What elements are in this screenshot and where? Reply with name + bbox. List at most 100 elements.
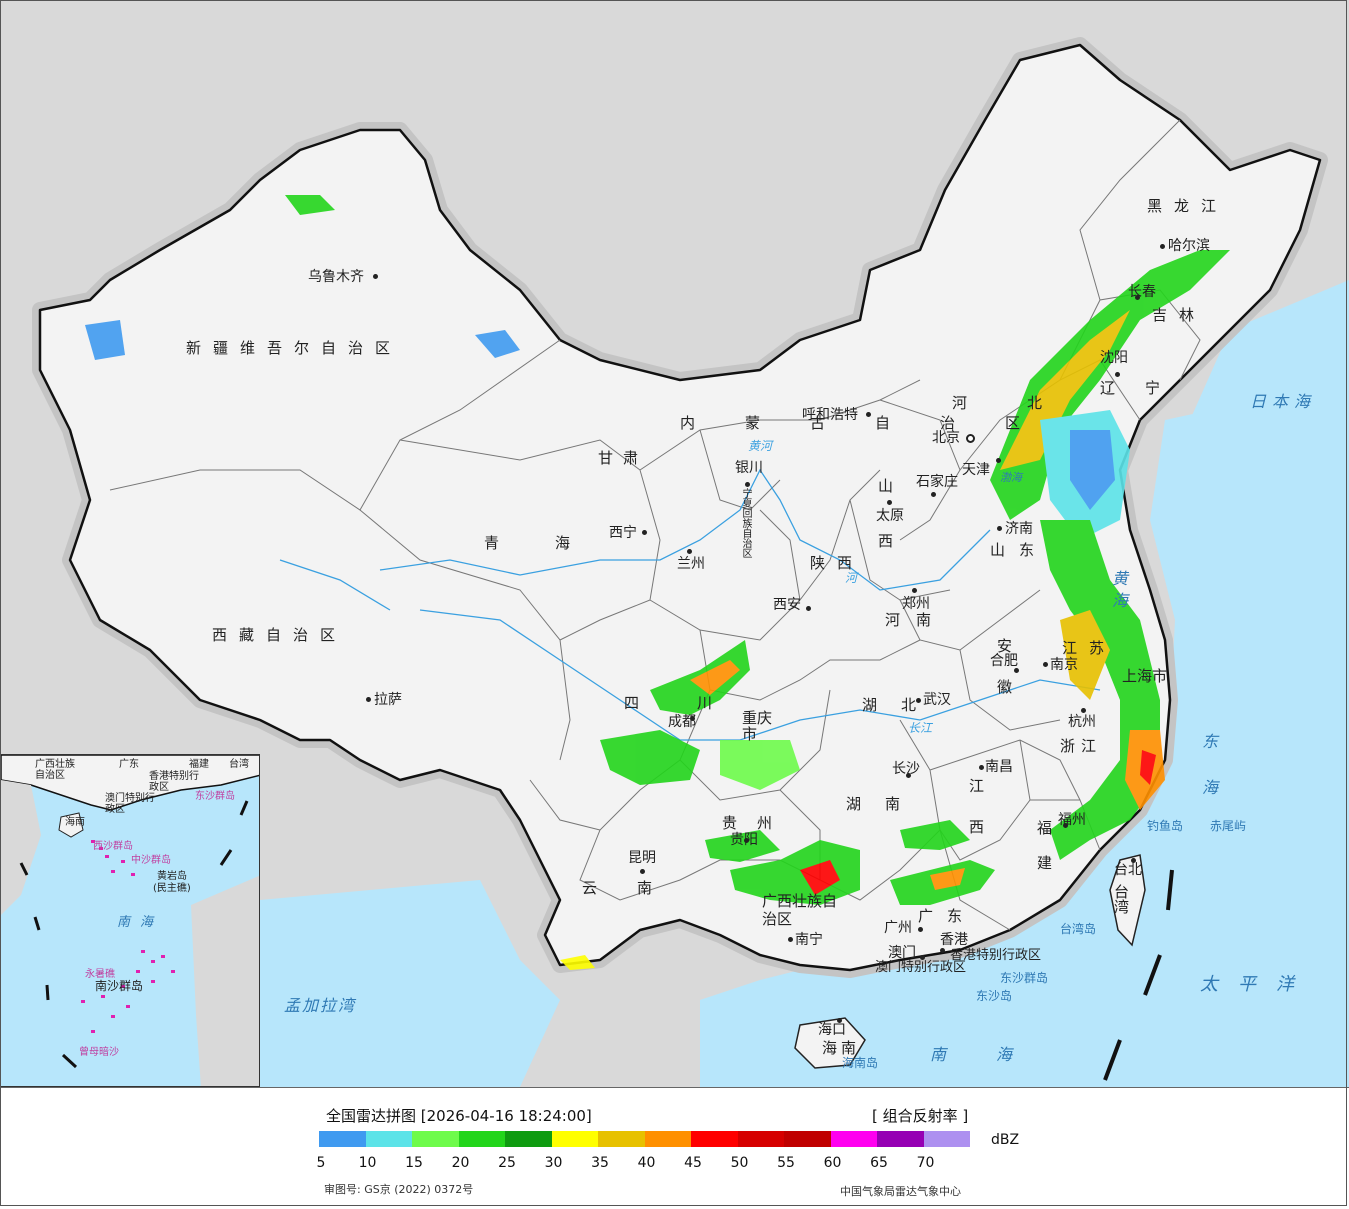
label-shaanxi: 陕西 — [810, 554, 865, 572]
city-dot-taibei — [1131, 858, 1136, 863]
city-dot-shijiazhuang — [931, 492, 936, 497]
label-macao: 澳门特别行政区 — [875, 960, 967, 975]
legend-unit: dBZ — [991, 1132, 1020, 1148]
radar-title: 全国雷达拼图 [2026-04-16 18:24:00] — [326, 1107, 592, 1125]
city-dot-nanning — [788, 937, 793, 942]
label-sichuan: 四川 — [624, 694, 771, 712]
label-shandong: 山东 — [990, 541, 1049, 559]
city-dot-shenyang — [1115, 372, 1120, 377]
rivers — [279, 468, 1101, 741]
legend-swatch-13 — [923, 1131, 970, 1147]
label-taiwan: 台湾 — [1112, 884, 1130, 914]
city-guangzhou: 广州 — [884, 920, 912, 936]
inset-label-zengmu: 曾母暗沙 — [79, 1047, 119, 1058]
label-hongkong: 香港特别行政区 — [950, 948, 1042, 963]
city-urumqi: 乌鲁木齐 — [308, 269, 364, 285]
label-hunan: 湖南 — [846, 795, 925, 813]
legend-swatch-12 — [877, 1131, 924, 1147]
japan-sea-area — [1190, 280, 1349, 470]
legend-tick-25: 25 — [498, 1155, 516, 1171]
legend-swatch-5 — [551, 1131, 598, 1147]
city-dot-lhasa — [366, 697, 371, 702]
city-dot-wuhan — [916, 698, 921, 703]
sea-south-china: 南海 — [930, 1045, 1063, 1064]
city-fuzhou: 福州 — [1058, 812, 1086, 828]
city-dot-lanzhou — [687, 549, 692, 554]
footer-panel — [0, 1087, 1349, 1209]
island-diaoyu: 钓鱼岛 — [1147, 819, 1184, 833]
data-credit: 中国气象局雷达气象中心 — [840, 1185, 961, 1198]
label-fujian: 福建 — [1035, 820, 1053, 890]
taiwan-island — [1109, 854, 1146, 947]
city-harbin: 哈尔滨 — [1168, 238, 1210, 254]
pacific-sea-area — [700, 380, 1349, 1087]
city-dot-xianggang — [940, 948, 945, 953]
city-hangzhou: 杭州 — [1068, 714, 1096, 730]
legend-tick-15: 15 — [405, 1155, 423, 1171]
south-china-sea-inset[interactable]: 广西壮族自治区 广东 福建 台湾 香港特别行政区 澳门特别行政区 东沙群岛 海南… — [0, 754, 260, 1087]
inset-label-dongsha: 东沙群岛 — [195, 791, 235, 802]
label-jilin: 吉林 — [1152, 306, 1207, 324]
city-tianjin: 天津 — [962, 462, 990, 478]
inset-label-zhongsha: 中沙群岛 — [131, 855, 171, 866]
legend-tick-35: 35 — [591, 1155, 609, 1171]
legend-tick-50: 50 — [730, 1155, 749, 1171]
city-dot-beijing — [966, 434, 975, 443]
inset-label-macao: 澳门特别行政区 — [105, 793, 155, 815]
city-changsha: 长沙 — [892, 761, 920, 777]
city-haikou: 海口 — [818, 1022, 846, 1038]
city-dot-aomen — [920, 955, 925, 960]
city-dot-kunming — [640, 869, 645, 874]
inset-label-hainan: 海南 — [65, 817, 85, 828]
city-dot-tianjin — [996, 458, 1001, 463]
city-xining: 西宁 — [609, 525, 637, 541]
label-jiangsu: 江苏 — [1062, 639, 1117, 657]
label-shanghai: 上海市 — [1122, 667, 1168, 685]
city-chengdu: 成都 — [668, 714, 696, 730]
city-lhasa: 拉萨 — [374, 692, 402, 708]
legend-swatch-3 — [458, 1131, 505, 1147]
sea-east-china: 东海 — [1199, 733, 1218, 825]
legend-tick-30: 30 — [544, 1155, 563, 1171]
city-dot-zhengzhou — [912, 588, 917, 593]
inset-canvas — [1, 755, 259, 1086]
city-dot-changchun — [1135, 295, 1140, 300]
river-huanghe: 黄河 — [748, 439, 773, 453]
city-dot-chengdu — [690, 716, 695, 721]
label-guangdong: 广东 — [918, 907, 977, 925]
sea-japan: 日本海 — [1250, 392, 1317, 411]
city-zhengzhou: 郑州 — [902, 596, 930, 612]
city-dot-harbin — [1160, 244, 1165, 249]
label-zhejiang: 浙江 — [1060, 737, 1103, 755]
city-nanning: 南宁 — [795, 932, 823, 948]
product-type: [ 组合反射率 ] — [872, 1107, 969, 1125]
china-landmass — [38, 43, 1322, 972]
inset-label-guangxi: 广西壮族自治区 — [35, 759, 75, 781]
label-hainan: 海南 — [822, 1039, 861, 1057]
label-liaoning: 辽宁 — [1100, 379, 1191, 397]
city-taiyuan: 太原 — [876, 508, 904, 524]
inset-label-nanhai: 南海 — [117, 915, 164, 930]
island-taiwan-dao: 台湾岛 — [1060, 922, 1097, 936]
map-canvas — [0, 0, 1349, 1087]
label-shanxi: 山西 — [876, 478, 894, 588]
map-area[interactable]: 新疆维吾尔自治区 西藏自治区 青海 甘肃 内蒙古自治区 黑龙江 吉林 辽宁 河北… — [0, 0, 1349, 1087]
city-changchun: 长春 — [1128, 284, 1156, 300]
city-xian: 西安 — [773, 597, 801, 613]
sea-bengal: 孟加拉湾 — [284, 996, 357, 1015]
legend-swatch-7 — [644, 1131, 691, 1147]
inset-label-nansha: 南沙群岛 — [95, 979, 144, 993]
legend-tick-10: 10 — [358, 1155, 377, 1171]
legend-swatch-0 — [319, 1131, 366, 1147]
city-dot-hohhot — [866, 412, 871, 417]
city-jinan: 济南 — [1005, 521, 1033, 537]
legend-swatch-8 — [691, 1131, 738, 1147]
city-dot-hefei — [1014, 668, 1019, 673]
legend-swatch-6 — [598, 1131, 645, 1147]
radar-echoes — [85, 195, 1230, 970]
city-shijiazhuang: 石家庄 — [916, 474, 958, 490]
sea-bohai: 渤海 — [1000, 471, 1022, 484]
city-dot-changsha — [906, 773, 911, 778]
sea-pacific: 太平洋 — [1200, 974, 1314, 995]
